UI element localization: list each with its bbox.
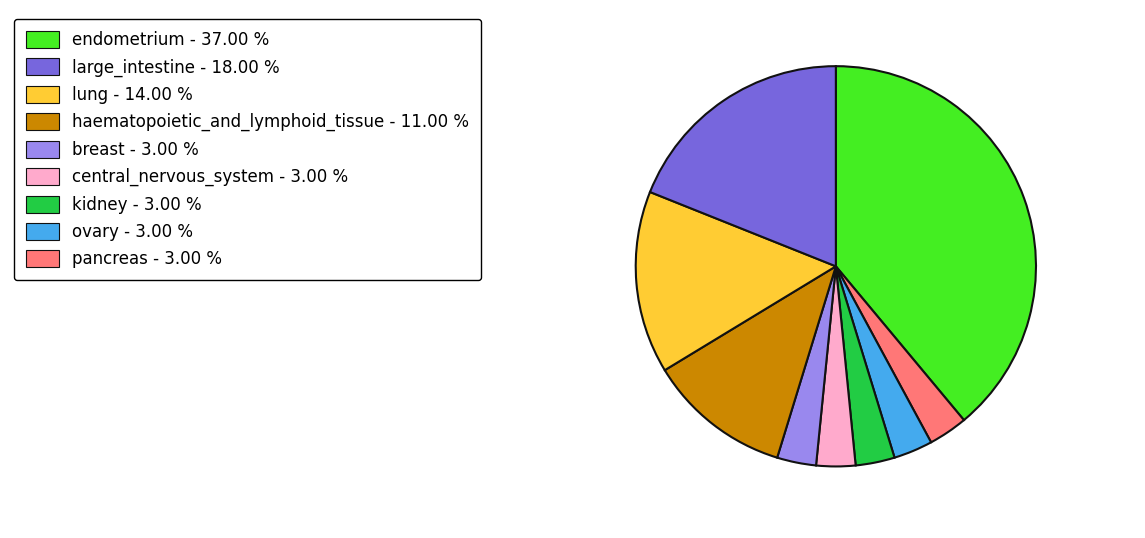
Wedge shape xyxy=(836,266,931,458)
Wedge shape xyxy=(635,192,836,370)
Legend: endometrium - 37.00 %, large_intestine - 18.00 %, lung - 14.00 %, haematopoietic: endometrium - 37.00 %, large_intestine -… xyxy=(14,19,481,280)
Wedge shape xyxy=(650,66,836,266)
Wedge shape xyxy=(836,266,894,465)
Wedge shape xyxy=(836,266,964,442)
Wedge shape xyxy=(665,266,836,458)
Wedge shape xyxy=(777,266,836,465)
Wedge shape xyxy=(816,266,855,466)
Wedge shape xyxy=(836,66,1036,420)
